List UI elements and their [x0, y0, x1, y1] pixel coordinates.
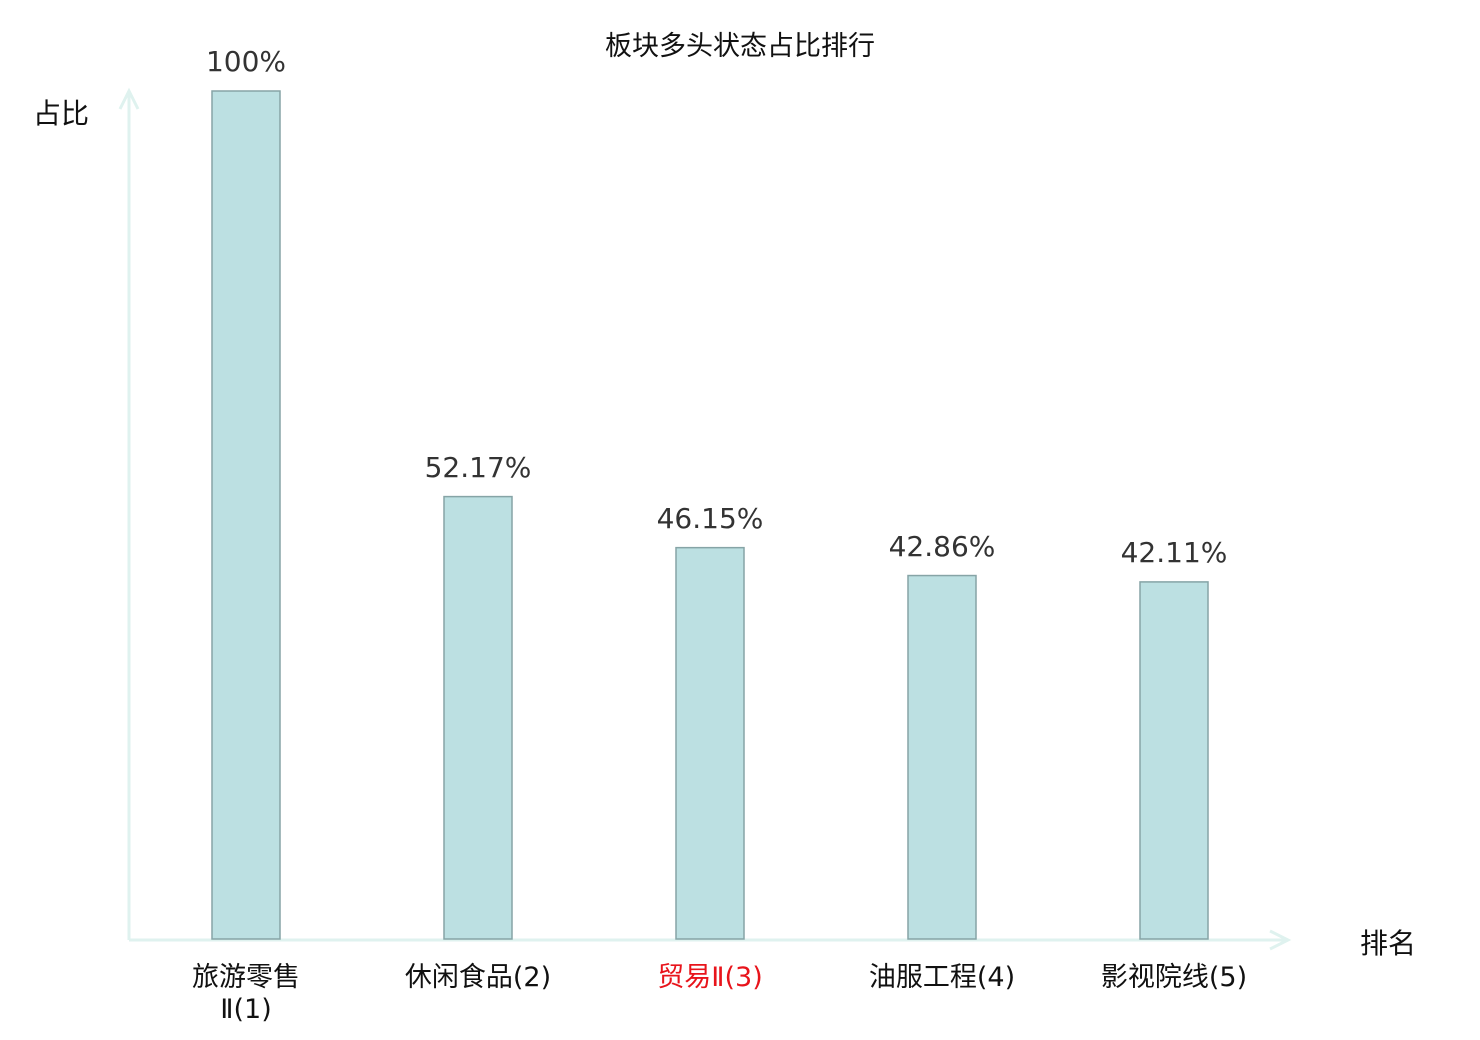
y-axis-arrow-icon — [118, 87, 140, 110]
data-label: 52.17% — [424, 450, 532, 484]
bars — [211, 90, 1209, 940]
bar — [1139, 581, 1209, 940]
chart-title: 板块多头状态占比排行 — [605, 31, 875, 62]
x-axis-label: 排名 — [1360, 927, 1417, 960]
y-axis-label: 占比 — [33, 97, 90, 130]
bar — [675, 546, 745, 940]
x-tick-label: 影视院线(5) — [1100, 962, 1248, 993]
data-label: 100% — [205, 45, 287, 78]
data-label: 42.86% — [888, 529, 996, 563]
bar — [211, 90, 281, 940]
axes — [118, 87, 1292, 951]
x-axis-arrow-icon — [1269, 929, 1292, 951]
x-tick-label: 贸易Ⅱ(3) — [657, 962, 763, 993]
x-tick-label: 油服工程(4) — [868, 962, 1016, 993]
data-label: 46.15% — [656, 501, 764, 535]
data-label: 42.11% — [1120, 535, 1228, 569]
x-tick-label: 休闲食品(2) — [404, 962, 552, 993]
x-tick-label: 旅游零售Ⅱ(1) — [192, 962, 300, 1025]
bar — [443, 495, 513, 940]
bar — [907, 574, 977, 940]
